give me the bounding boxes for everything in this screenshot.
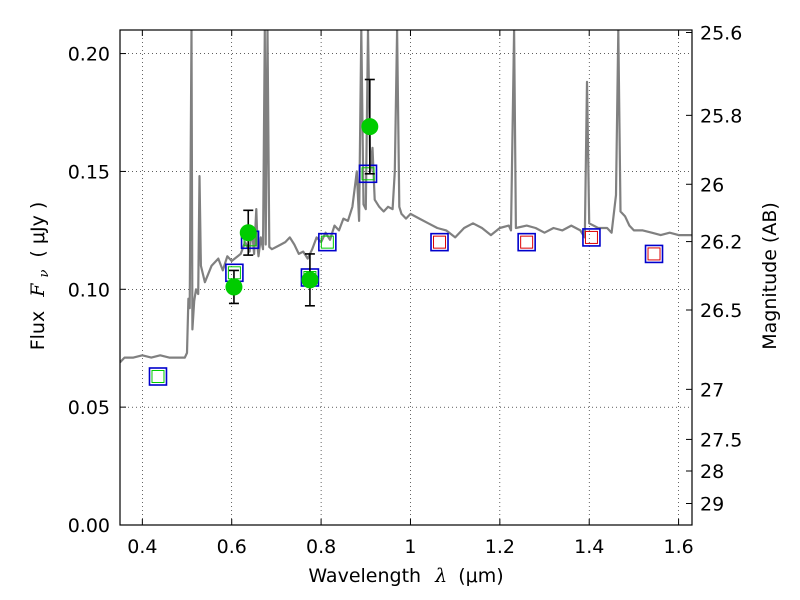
y-tick-label: 0.10 [68, 279, 110, 301]
model-square-inner [151, 370, 165, 383]
mag-tick-label: 29 [700, 494, 724, 516]
mag-tick-label: 26 [700, 174, 724, 196]
plot-frame [119, 29, 693, 526]
marker-layer [148, 78, 664, 386]
x-tick-label: 1.4 [574, 536, 604, 558]
y-axis-label-text: Flux [27, 311, 49, 351]
spectrum-line [120, 30, 692, 364]
x-axis-label-text: Wavelength [308, 565, 421, 587]
mag-tick-label: 28 [700, 461, 724, 483]
mag-tick-label: 27.5 [700, 429, 742, 451]
model-square-inner [647, 247, 661, 261]
tick-layer: 0.4 0.6 0.8 1 1.2 1.4 1.6 0.00 0.05 0.10 0.15 0.20 2… [68, 22, 743, 558]
x-tick-label: 1.2 [485, 536, 515, 558]
mag-tick-label: 25.6 [700, 22, 742, 44]
observed-point [361, 118, 379, 136]
model-square-marker [358, 164, 378, 184]
x-tick-label: 0.8 [306, 536, 336, 558]
x-tick-label: 0.4 [127, 536, 157, 558]
y-tick-label: 0.00 [68, 515, 110, 537]
mag-tick-label: 25.8 [700, 105, 742, 127]
x-tick-label: 1 [404, 536, 416, 558]
observed-point [239, 224, 257, 242]
observed-point [301, 271, 319, 289]
model-square-inner [584, 230, 598, 244]
y2-axis-label: Magnitude (AB) [759, 202, 781, 350]
model-square-marker [517, 232, 536, 252]
model-square-marker [148, 367, 168, 386]
x-tick-label: 1.6 [663, 536, 693, 558]
model-square-marker [318, 232, 337, 252]
model-square-inner [520, 235, 534, 249]
y-axis-label-symbol: F [27, 283, 49, 298]
x-axis-label: Wavelength λ (μm) [308, 565, 503, 587]
mag-tick-label: 26.2 [700, 232, 742, 254]
spectrum-layer [120, 30, 692, 364]
x-axis-label-symbol: λ [434, 565, 447, 587]
mag-tick-label: 27 [700, 379, 724, 401]
y-tick-label: 0.15 [68, 161, 110, 183]
y-axis-label-unit: ( μJy ) [27, 202, 49, 258]
model-square-marker [430, 232, 449, 252]
grid-lines [120, 30, 692, 525]
model-square-inner [320, 235, 334, 249]
y-tick-label: 0.05 [68, 397, 110, 419]
model-square-marker [644, 244, 664, 264]
x-axis-label-unit: (μm) [458, 565, 503, 587]
observed-point [225, 278, 243, 296]
mag-tick-label: 26.5 [700, 300, 742, 322]
x-tick-label: 0.6 [217, 536, 247, 558]
y-tick-label: 0.20 [68, 44, 110, 66]
y-axis-label: Flux F ν ( μJy ) [27, 202, 53, 351]
model-square-marker [582, 228, 601, 247]
y-axis-label-subscript: ν [37, 270, 52, 278]
model-square-inner [433, 235, 447, 249]
